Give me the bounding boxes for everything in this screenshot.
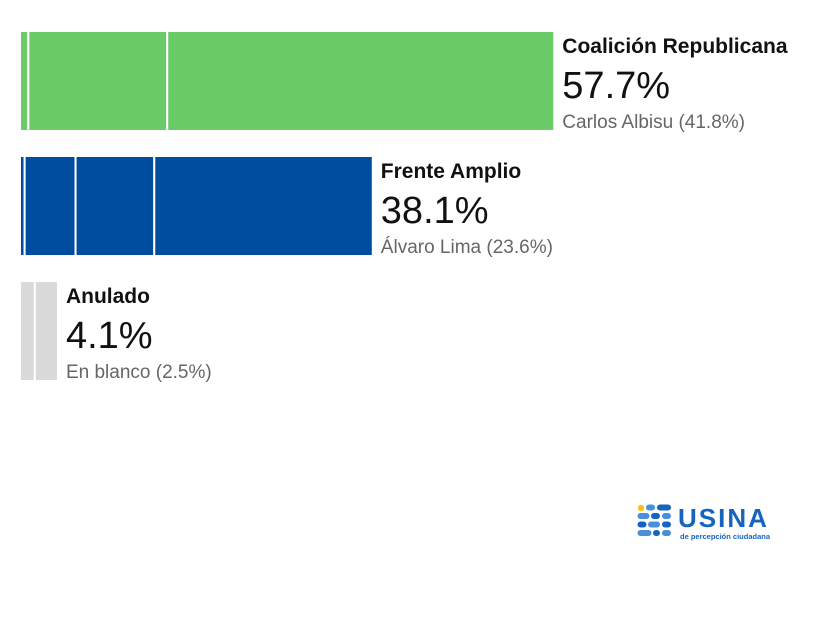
bar-segment: [27, 30, 169, 132]
bar-segment: [19, 30, 30, 132]
usina-logo: USINA de percepción ciudadana: [637, 503, 771, 541]
party-label: Anulado: [66, 285, 150, 308]
bar-segment: [153, 155, 374, 257]
party-label: Coalición Republicana: [562, 35, 788, 58]
candidate-detail-label: Álvaro Lima (23.6%): [381, 237, 553, 258]
logo-word: USINA: [678, 503, 769, 533]
percentage-label: 38.1%: [381, 190, 489, 232]
party-label: Frente Amplio: [381, 160, 521, 183]
bar-segment: [166, 30, 556, 132]
bar-row: Coalición Republicana 57.7% Carlos Albisu …: [19, 30, 788, 133]
bar-segment: [33, 280, 59, 382]
bar-row: Frente Amplio 38.1% Álvaro Lima (23.6%): [19, 155, 553, 258]
percentage-label: 57.7%: [562, 65, 670, 107]
candidate-detail-label: En blanco (2.5%): [66, 362, 212, 383]
bar-segment: [19, 280, 36, 382]
bar-segment: [23, 155, 77, 257]
percentage-label: 4.1%: [66, 315, 153, 357]
candidate-detail-label: Carlos Albisu (41.8%): [562, 112, 745, 133]
usina-grid-icon: [637, 504, 671, 536]
logo-tagline: de percepción ciudadana: [680, 532, 771, 541]
bar-row: Anulado 4.1% En blanco (2.5%): [19, 280, 212, 383]
bar-segment: [74, 155, 156, 257]
